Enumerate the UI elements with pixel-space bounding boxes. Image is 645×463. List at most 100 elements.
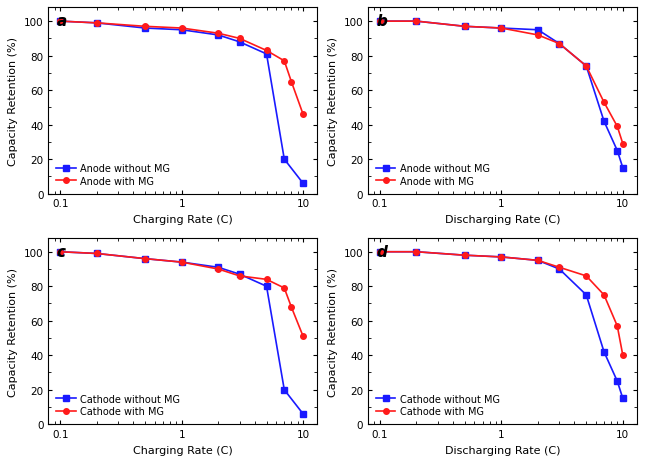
Anode with MG bbox=[497, 26, 505, 32]
Cathode without MG bbox=[299, 411, 307, 417]
Cathode without MG bbox=[263, 284, 270, 289]
Cathode with MG bbox=[619, 353, 627, 358]
Legend: Anode without MG, Anode with MG: Anode without MG, Anode with MG bbox=[373, 161, 493, 189]
Cathode without MG bbox=[141, 257, 149, 262]
Anode with MG bbox=[214, 31, 222, 37]
Anode without MG bbox=[534, 28, 542, 33]
Anode with MG bbox=[235, 37, 243, 42]
Cathode without MG bbox=[56, 250, 64, 255]
Anode without MG bbox=[56, 19, 64, 25]
Anode with MG bbox=[534, 33, 542, 38]
Anode with MG bbox=[413, 19, 421, 25]
Line: Anode without MG: Anode without MG bbox=[377, 19, 626, 171]
Anode with MG bbox=[178, 26, 186, 32]
Line: Cathode with MG: Cathode with MG bbox=[57, 250, 306, 339]
Y-axis label: Capacity Retention (%): Capacity Retention (%) bbox=[8, 267, 18, 396]
Anode with MG bbox=[376, 19, 384, 25]
Legend: Cathode without MG, Cathode with MG: Cathode without MG, Cathode with MG bbox=[373, 391, 503, 419]
Cathode with MG bbox=[582, 274, 590, 279]
Line: Cathode without MG: Cathode without MG bbox=[57, 250, 306, 417]
Cathode without MG bbox=[93, 251, 101, 257]
Cathode without MG bbox=[178, 260, 186, 265]
Anode without MG bbox=[178, 28, 186, 33]
Y-axis label: Capacity Retention (%): Capacity Retention (%) bbox=[328, 267, 338, 396]
Cathode with MG bbox=[299, 334, 307, 339]
Cathode with MG bbox=[534, 258, 542, 263]
Y-axis label: Capacity Retention (%): Capacity Retention (%) bbox=[8, 37, 18, 166]
Anode without MG bbox=[619, 166, 627, 171]
Cathode with MG bbox=[413, 250, 421, 255]
X-axis label: Discharging Rate (C): Discharging Rate (C) bbox=[444, 444, 560, 455]
Text: c: c bbox=[56, 244, 65, 259]
Anode without MG bbox=[600, 119, 608, 125]
Anode with MG bbox=[600, 100, 608, 106]
Cathode without MG bbox=[376, 250, 384, 255]
Anode without MG bbox=[93, 21, 101, 26]
Cathode with MG bbox=[178, 260, 186, 265]
Anode with MG bbox=[555, 42, 563, 47]
Anode without MG bbox=[299, 181, 307, 187]
Y-axis label: Capacity Retention (%): Capacity Retention (%) bbox=[328, 37, 338, 166]
Anode without MG bbox=[555, 42, 563, 47]
Anode without MG bbox=[141, 26, 149, 32]
Anode without MG bbox=[613, 149, 621, 154]
Cathode with MG bbox=[376, 250, 384, 255]
Anode with MG bbox=[263, 49, 270, 54]
Line: Anode without MG: Anode without MG bbox=[57, 19, 306, 187]
Cathode without MG bbox=[497, 255, 505, 260]
Cathode with MG bbox=[214, 267, 222, 272]
Cathode with MG bbox=[497, 255, 505, 260]
Anode without MG bbox=[214, 33, 222, 38]
Anode without MG bbox=[281, 157, 288, 163]
Anode with MG bbox=[461, 25, 469, 30]
Anode with MG bbox=[56, 19, 64, 25]
Line: Anode with MG: Anode with MG bbox=[377, 19, 626, 147]
Cathode with MG bbox=[288, 305, 295, 310]
Cathode with MG bbox=[263, 277, 270, 282]
Cathode without MG bbox=[582, 293, 590, 298]
Anode with MG bbox=[93, 21, 101, 26]
Cathode without MG bbox=[619, 396, 627, 401]
Cathode without MG bbox=[534, 258, 542, 263]
Cathode with MG bbox=[461, 253, 469, 258]
Cathode without MG bbox=[235, 272, 243, 277]
Cathode with MG bbox=[235, 274, 243, 279]
Anode with MG bbox=[141, 25, 149, 30]
Cathode without MG bbox=[613, 379, 621, 384]
Cathode with MG bbox=[613, 324, 621, 329]
Line: Anode with MG: Anode with MG bbox=[57, 19, 306, 118]
Cathode with MG bbox=[600, 293, 608, 298]
Anode without MG bbox=[461, 25, 469, 30]
Cathode without MG bbox=[600, 349, 608, 355]
Anode without MG bbox=[263, 52, 270, 57]
Cathode with MG bbox=[56, 250, 64, 255]
Anode with MG bbox=[288, 80, 295, 85]
Text: d: d bbox=[376, 244, 387, 259]
Cathode without MG bbox=[555, 267, 563, 272]
Anode with MG bbox=[619, 142, 627, 147]
Anode with MG bbox=[299, 112, 307, 118]
Anode with MG bbox=[582, 64, 590, 69]
Anode without MG bbox=[376, 19, 384, 25]
Anode without MG bbox=[235, 40, 243, 45]
Anode with MG bbox=[281, 59, 288, 64]
Line: Cathode without MG: Cathode without MG bbox=[377, 250, 626, 401]
Line: Cathode with MG: Cathode with MG bbox=[377, 250, 626, 358]
X-axis label: Charging Rate (C): Charging Rate (C) bbox=[133, 214, 233, 225]
Cathode without MG bbox=[461, 253, 469, 258]
Cathode without MG bbox=[214, 265, 222, 270]
Legend: Cathode without MG, Cathode with MG: Cathode without MG, Cathode with MG bbox=[54, 391, 183, 419]
Cathode with MG bbox=[141, 257, 149, 262]
Anode without MG bbox=[497, 26, 505, 32]
Cathode without MG bbox=[413, 250, 421, 255]
Cathode without MG bbox=[281, 387, 288, 393]
Text: a: a bbox=[56, 14, 66, 29]
Text: b: b bbox=[376, 14, 387, 29]
Anode with MG bbox=[613, 124, 621, 130]
X-axis label: Discharging Rate (C): Discharging Rate (C) bbox=[444, 214, 560, 225]
Cathode with MG bbox=[281, 286, 288, 291]
Legend: Anode without MG, Anode with MG: Anode without MG, Anode with MG bbox=[54, 161, 174, 189]
Cathode with MG bbox=[93, 251, 101, 257]
Anode without MG bbox=[413, 19, 421, 25]
Anode without MG bbox=[582, 64, 590, 69]
